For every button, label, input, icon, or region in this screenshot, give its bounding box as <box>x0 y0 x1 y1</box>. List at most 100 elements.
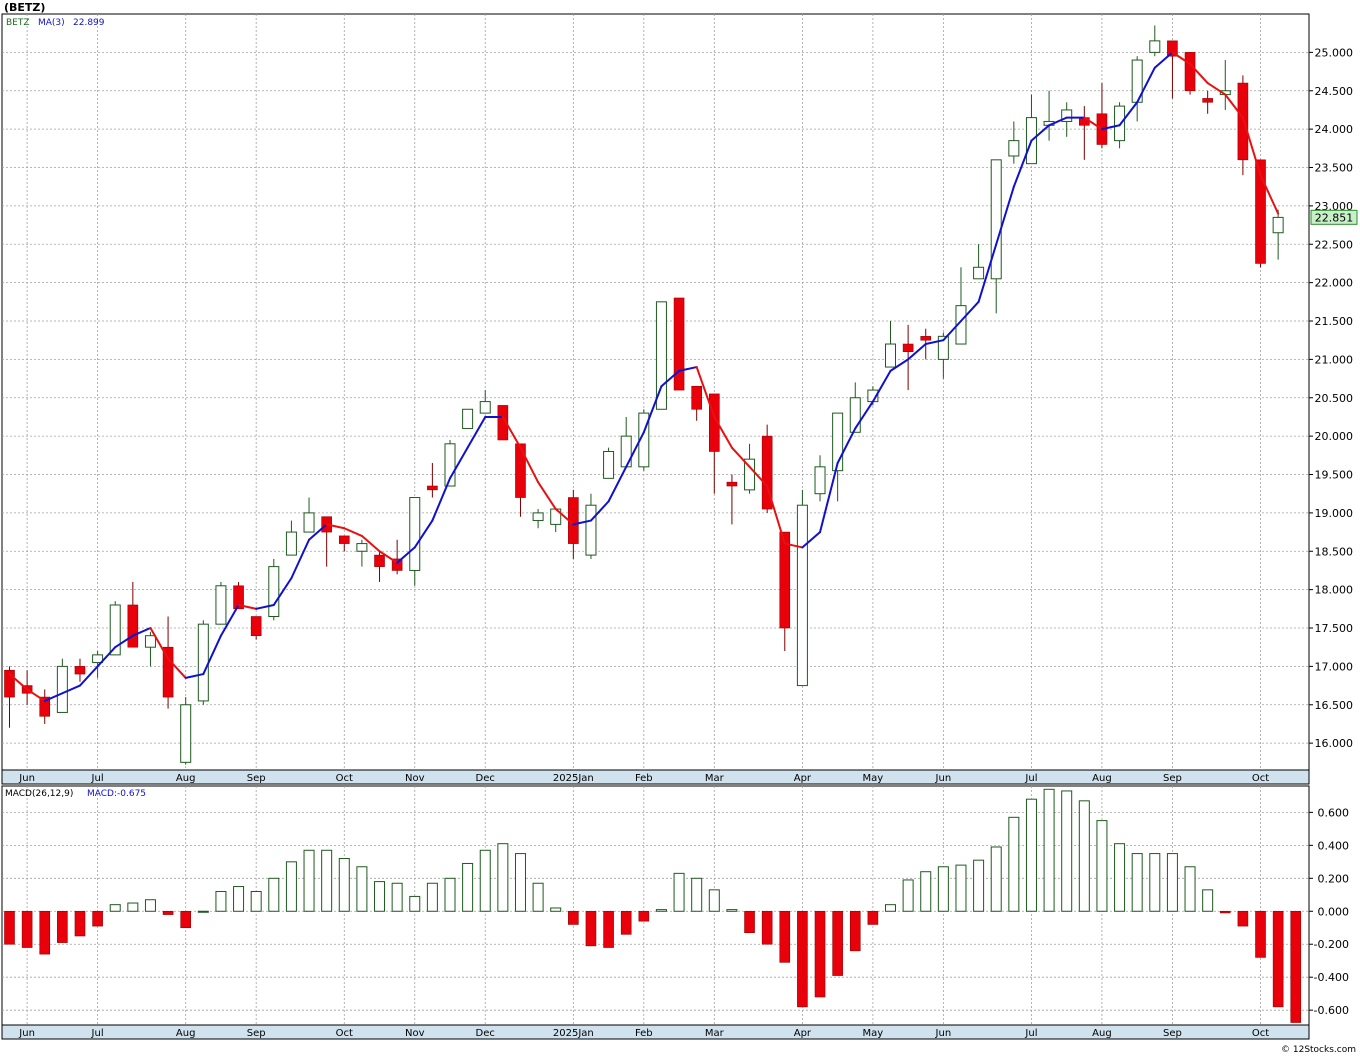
ma-segment <box>1153 51 1174 69</box>
ma-segment <box>167 657 187 679</box>
ma-segment <box>801 531 822 549</box>
ma-segment <box>554 508 575 526</box>
ma-segment <box>977 243 998 303</box>
candle <box>691 385 702 421</box>
macd-bar-negative <box>779 910 791 963</box>
macd-x-tick-label: Apr <box>794 1028 812 1039</box>
price-tick-label: 19.000 <box>1315 507 1354 520</box>
price-x-tick-label: 2025Jan <box>553 773 594 784</box>
macd-bar-negative <box>620 910 632 935</box>
ma-segment <box>642 385 663 434</box>
ma-segment <box>96 646 117 668</box>
price-grid <box>2 14 1309 770</box>
ma-segment <box>149 627 170 660</box>
watermark: © 12Stocks.com <box>1281 1045 1356 1055</box>
macd-x-tick-label: Oct <box>1252 1028 1269 1039</box>
price-tick-label: 18.000 <box>1315 584 1354 597</box>
macd-bar-positive <box>268 877 280 912</box>
ma-segment <box>26 688 46 702</box>
ma-segment <box>519 446 540 484</box>
candle <box>109 601 121 656</box>
candle-body-down <box>233 585 244 610</box>
price-tick-label: 21.000 <box>1315 353 1354 366</box>
ma-segment <box>1206 82 1227 96</box>
price-x-axis-bar <box>1 769 1310 785</box>
legend-symbol: BETZ <box>6 18 30 28</box>
macd-bar-positive <box>233 886 245 912</box>
ma-segment <box>572 519 592 526</box>
macd-bar-positive <box>1008 816 1020 912</box>
macd-bar-positive <box>303 849 315 912</box>
ma-segment <box>589 500 610 522</box>
candle-body-up <box>268 566 280 617</box>
macd-bar-negative <box>603 910 614 948</box>
candle-body-down <box>127 604 139 648</box>
candle <box>497 405 509 441</box>
price-x-tick-label: Oct <box>1252 773 1269 784</box>
candle-body-up <box>990 159 1002 280</box>
price-x-tick-label: Jul <box>91 773 104 784</box>
macd-bar-positive <box>338 858 350 912</box>
candle <box>356 539 368 567</box>
candle-body-down <box>673 297 685 391</box>
candle-body-down <box>1255 159 1266 264</box>
macd-bar-positive <box>1202 889 1214 912</box>
candle-body-down <box>162 646 174 698</box>
candle-body-down <box>1184 52 1196 92</box>
macd-bar-positive <box>708 889 720 912</box>
macd-bar-positive <box>426 882 438 912</box>
candle <box>197 620 209 705</box>
ma-segment <box>219 603 240 637</box>
ma-segment <box>413 519 434 549</box>
macd-bar-negative <box>832 910 843 976</box>
price-x-tick-label: Sep <box>1163 773 1182 784</box>
macd-x-tick-label: Oct <box>336 1028 353 1039</box>
macd-bar-positive <box>1166 853 1178 912</box>
macd-bar-positive <box>1061 790 1073 912</box>
price-tick-label: 20.000 <box>1315 430 1354 443</box>
candle <box>462 408 474 429</box>
candle <box>744 443 756 494</box>
candle-body-down <box>374 554 385 567</box>
candle-body-up <box>462 408 474 429</box>
price-tick-label: 20.500 <box>1315 392 1354 405</box>
ma-segment <box>1189 62 1209 85</box>
candle <box>250 616 262 640</box>
price-x-tick-label: Jun <box>935 773 952 784</box>
price-x-tick-label: Jul <box>1024 773 1037 784</box>
candle-body-down <box>338 535 350 544</box>
macd-y-axis: -0.600 -0.400 -0.200 0.000 0.200 0.400 0.600 <box>1309 806 1349 1017</box>
legend-ma-value: 22.899 <box>73 18 105 28</box>
candle-body-up <box>885 343 896 368</box>
macd-bar-positive <box>955 864 967 912</box>
ma-segment <box>1259 174 1280 215</box>
price-tick-label: 17.500 <box>1315 622 1354 635</box>
candle <box>391 539 403 575</box>
macd-bar-negative <box>1219 910 1231 914</box>
ma-segment <box>678 366 698 372</box>
macd-bar-positive <box>479 849 491 912</box>
candle-body-down <box>1237 82 1249 161</box>
macd-bar-negative <box>849 910 861 952</box>
ma-segment <box>255 603 275 610</box>
macd-bar-positive <box>1149 853 1161 912</box>
ma-segment <box>308 523 328 541</box>
candle <box>374 551 385 582</box>
candle-body-up <box>215 585 227 625</box>
last-price-tag <box>1310 209 1358 225</box>
candle-body-up <box>955 305 967 345</box>
candle-body-up <box>197 623 209 702</box>
macd-panel: -0.600 -0.400 -0.200 0.000 0.200 0.400 0.600 J… <box>1 785 1349 1040</box>
price-plot-area <box>1 13 1310 771</box>
ma-segment <box>1136 66 1156 104</box>
ma-segment <box>1083 116 1103 131</box>
ma-line <box>8 51 1280 702</box>
ma-segment <box>431 477 451 522</box>
price-tick-label: 19.500 <box>1315 469 1354 482</box>
macd-x-tick-label: May <box>863 1028 884 1039</box>
ma-segment <box>501 415 522 449</box>
macd-tick-label: 0.000 <box>1318 905 1350 918</box>
macd-bar-negative <box>867 910 879 925</box>
ma-segment <box>730 446 751 468</box>
